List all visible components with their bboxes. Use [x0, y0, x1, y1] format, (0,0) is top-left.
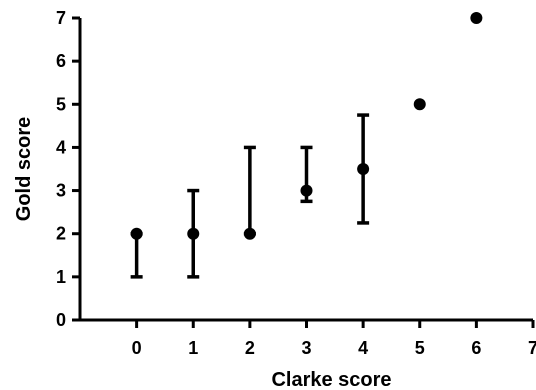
- y-tick-label: 1: [56, 267, 66, 287]
- x-tick-label: 4: [358, 338, 368, 358]
- y-tick-label: 5: [56, 94, 66, 114]
- y-axis-title: Gold score: [13, 117, 35, 221]
- y-tick-label: 7: [56, 8, 66, 28]
- x-tick-label: 3: [301, 338, 311, 358]
- x-tick-label: 0: [132, 338, 142, 358]
- y-tick-label: 4: [56, 137, 66, 157]
- data-point: [357, 163, 370, 175]
- data-point: [413, 98, 426, 111]
- data-point: [300, 184, 313, 197]
- x-tick-label: 5: [415, 338, 425, 358]
- data-point: [187, 227, 200, 240]
- x-tick-label: 2: [245, 338, 255, 358]
- x-axis-title: Clarke score: [271, 369, 391, 390]
- marks-group: [130, 12, 483, 279]
- data-point: [470, 12, 483, 24]
- y-tick-label: 0: [56, 310, 66, 330]
- data-point: [130, 227, 143, 240]
- x-tick-label: 7: [528, 338, 536, 358]
- x-tick-label: 6: [471, 338, 481, 358]
- y-tick-label: 3: [56, 181, 66, 201]
- axes-group: 0 1 2 3 4 5 6 7 0 1 2 3 4 5 6 7: [56, 8, 536, 358]
- data-point: [243, 227, 256, 240]
- y-tick-label: 2: [56, 224, 66, 244]
- x-tick-label: 1: [188, 338, 198, 358]
- y-tick-label: 6: [56, 51, 66, 71]
